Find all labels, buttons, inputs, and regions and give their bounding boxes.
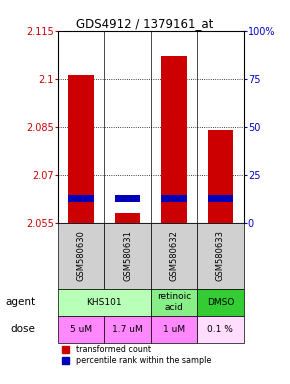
Bar [197,223,244,288]
Bar [104,316,151,343]
Legend: transformed count, percentile rank within the sample: transformed count, percentile rank withi… [62,345,211,365]
Bar [115,195,140,202]
Bar [58,223,104,288]
Text: GSM580631: GSM580631 [123,230,132,281]
Bar [68,76,94,223]
Bar [151,223,197,288]
Bar [115,213,140,223]
Text: 1.7 uM: 1.7 uM [112,324,143,334]
Bar [104,223,151,288]
Bar [208,130,233,223]
Text: GSM580630: GSM580630 [77,230,86,281]
Bar [197,316,244,343]
Bar [161,195,187,202]
Bar [208,195,233,202]
Text: GSM580633: GSM580633 [216,230,225,281]
Text: 1 uM: 1 uM [163,324,185,334]
Bar [68,195,94,202]
Text: GDS4912 / 1379161_at: GDS4912 / 1379161_at [76,17,214,30]
Bar [58,288,151,316]
Text: dose: dose [11,324,36,334]
Text: DMSO: DMSO [207,298,234,306]
Bar [151,288,197,316]
Bar [151,316,197,343]
Bar [161,56,187,223]
Text: agent: agent [6,297,36,307]
Text: KHS101: KHS101 [87,298,122,306]
Bar [58,316,104,343]
Text: 5 uM: 5 uM [70,324,92,334]
Text: GSM580632: GSM580632 [169,230,179,281]
Bar [197,288,244,316]
Text: 0.1 %: 0.1 % [207,324,233,334]
Text: retinoic
acid: retinoic acid [157,292,191,312]
